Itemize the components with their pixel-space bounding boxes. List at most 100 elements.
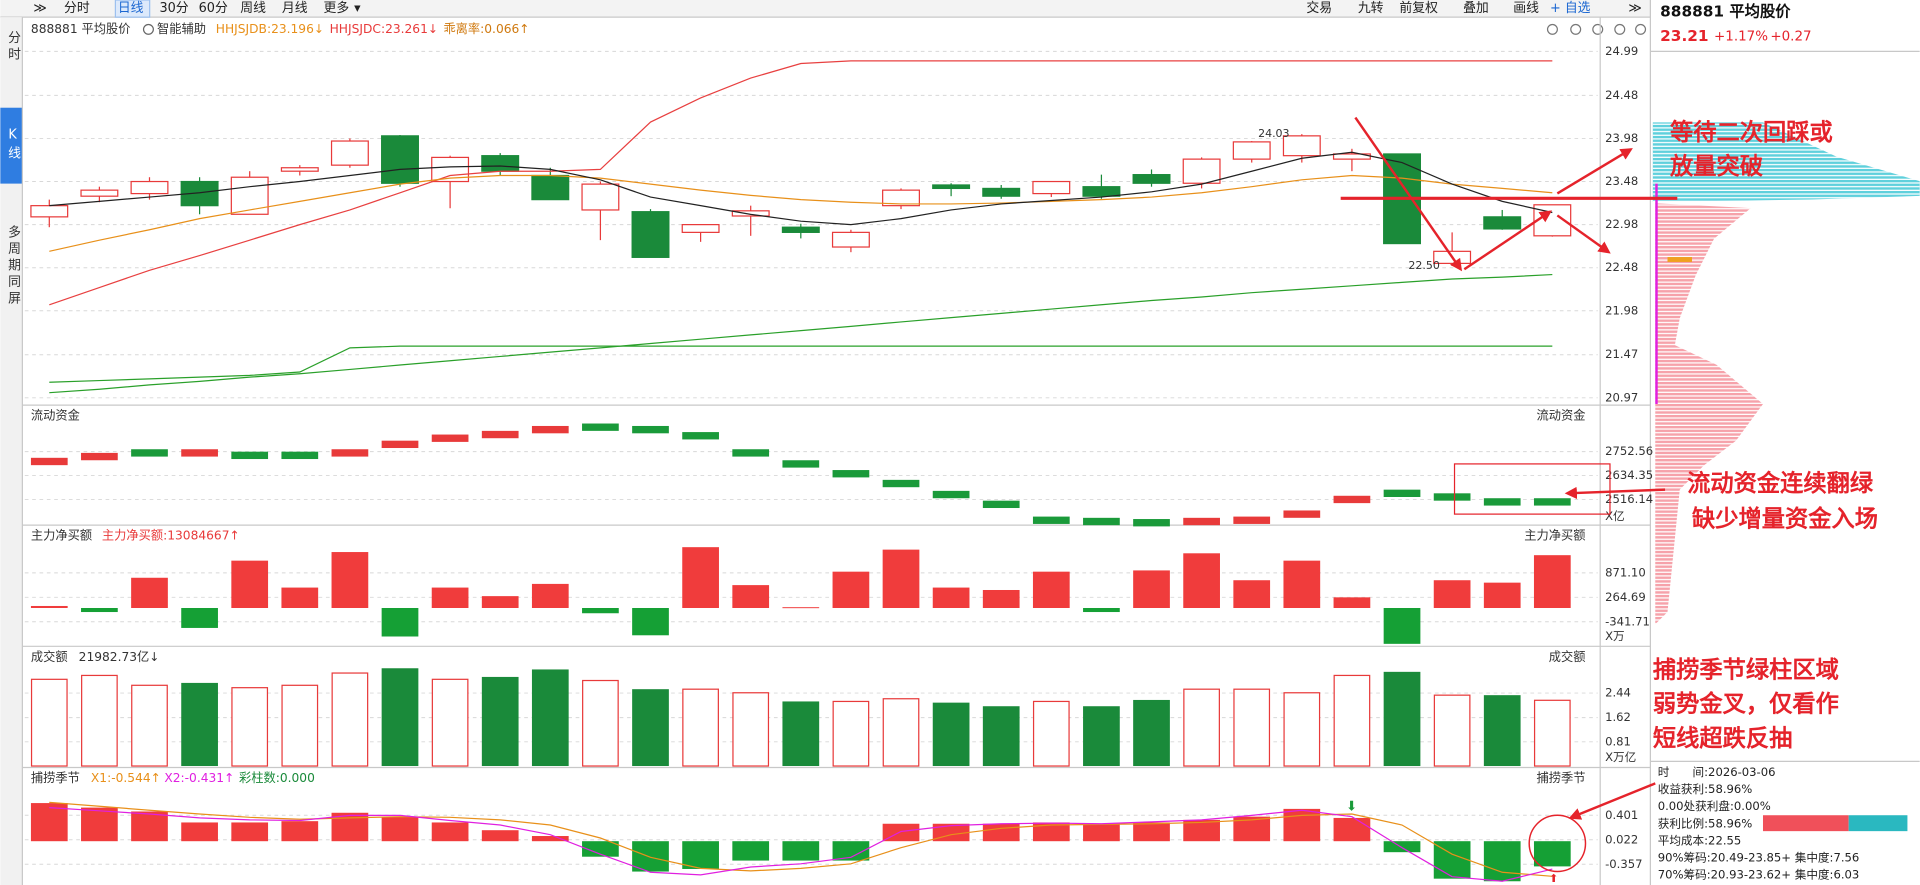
bar [531,836,569,842]
bar [281,684,319,767]
panel-title: 捕捞季节 [1537,770,1586,785]
tab[interactable]: 日线 [118,1,144,16]
tool-button[interactable]: 九转 [1358,1,1384,16]
bar [481,596,519,608]
icon[interactable] [1570,23,1582,35]
annotation: 缺少增量资金入场 [1692,506,1878,533]
quote-price: 23.21 [1660,27,1708,45]
flow-bar [81,452,118,461]
chip-stripes [1652,122,1920,625]
line-series [49,60,1553,306]
flow-bar [131,449,168,457]
icon[interactable] [1614,23,1626,35]
candle-body [1483,216,1522,230]
bar [1433,694,1471,767]
y-tick-label: -0.357 [1605,857,1642,871]
flow-bar [531,425,569,434]
bar [281,821,319,842]
sidebar-tab[interactable]: K线 [5,127,20,162]
line-series [49,801,1553,877]
y-tick-label: -341.71 [1605,614,1650,628]
flow-bar [882,479,920,488]
bar [231,822,269,842]
chip-info: 90%筹码:20.49-23.85+ 集中度:7.56 [1658,851,1860,865]
highlight-box [1453,463,1611,515]
bar [131,811,168,842]
assist-label[interactable]: 智能辅助 [157,21,206,36]
quote-name: 888881 平均股价 [1660,3,1791,21]
bar [1333,674,1371,767]
bar [1183,819,1220,842]
tab[interactable]: 周线 [240,1,266,16]
tab[interactable]: 更多 [323,1,349,16]
arrow [1463,210,1553,271]
bar [181,822,218,842]
tool-button[interactable]: 交易 [1306,0,1332,16]
line-series [49,807,1553,882]
tool-button[interactable]: 画线 [1513,1,1539,16]
bar [982,589,1020,608]
y-unit: X万亿 [1605,750,1636,764]
tool-button[interactable]: 前复权 [1399,0,1438,16]
sidebar-active [0,107,23,184]
tool-button[interactable]: + 自选 [1550,1,1591,16]
tool-button[interactable]: 叠加 [1463,1,1489,16]
line-series [49,174,1553,252]
tab[interactable]: 30分 [159,1,188,16]
indicator: HHJSJDC:23.261↓ [330,22,439,36]
arrow [1354,116,1463,272]
bar [682,688,719,767]
tab[interactable]: 月线 [282,1,308,16]
signal-arrow: ⬆ [1549,872,1558,885]
sidebar-tab[interactable]: 分时 [5,31,20,64]
icon[interactable] [1546,23,1558,35]
panel-title: 成交额 [1549,649,1586,664]
bar [531,583,569,608]
panel-title: 主力净买额 [31,529,92,543]
bar [331,672,369,767]
panel-title: 流动资金 [31,408,80,423]
bar [331,552,369,608]
bar [431,587,469,608]
annotation: 弱势金叉，仅看作 [1653,691,1839,718]
flow-bar [1433,493,1471,501]
y-tick-label: 0.022 [1605,832,1638,846]
tab[interactable]: 分时 [64,1,90,16]
bar [131,684,168,767]
icon[interactable] [1592,23,1604,35]
bar [81,607,118,613]
bar [231,560,269,608]
bar [1233,688,1271,767]
candle-body [30,205,69,218]
bar [381,607,419,637]
panel-icons [1546,23,1647,35]
signal-arrow: ⬇ [1346,800,1357,815]
tab[interactable]: 60分 [199,1,228,16]
bar [582,841,619,857]
candle-body [1032,180,1071,195]
panel-value: 主力净买额:13084667↑ [102,529,240,543]
candle-body [130,180,169,195]
candle-body [330,140,369,166]
sidebar-tab[interactable]: 多周期同屏 [5,225,20,308]
bar [1483,695,1521,767]
assist-icon[interactable] [142,23,154,35]
arrow [1556,214,1611,254]
bar [632,689,669,767]
expand-icon[interactable]: ≫ [1628,1,1641,16]
bar [882,698,920,767]
panel-value: X1:-0.544↑ [91,771,161,785]
y-tick-label: 0.81 [1605,734,1631,748]
bar [481,676,519,767]
arrow [1568,782,1656,820]
icon[interactable] [1635,23,1647,35]
quote-change-pct: +1.17% [1714,30,1768,45]
bar [782,841,820,861]
bar [932,702,970,767]
bar [632,841,669,872]
panel: 2752.56 2634.35 2516.14 X亿 [24,423,1653,527]
expand-icon[interactable]: ≫ [33,1,46,16]
bar [30,605,68,608]
bar [131,577,168,608]
